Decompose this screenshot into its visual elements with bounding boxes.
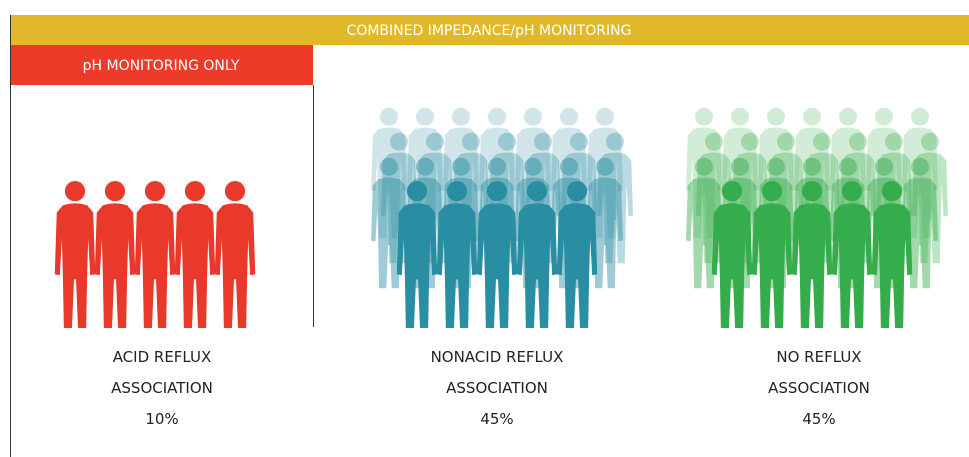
group-percent: 10% (145, 410, 178, 428)
person-icon (175, 181, 216, 328)
group-percent: 45% (480, 410, 513, 428)
group-label: ACID REFLUX (113, 348, 212, 366)
header-title: COMBINED IMPEDANCE/pH MONITORING (347, 23, 632, 39)
person-icon (55, 181, 96, 328)
person-icon (95, 181, 136, 328)
group-label: NO REFLUX (776, 348, 861, 366)
group-label: ASSOCIATION (446, 379, 548, 397)
group-label: ASSOCIATION (111, 379, 213, 397)
infographic: COMBINED IMPEDANCE/pH MONITORING pH MONI… (0, 0, 969, 457)
person-icon (215, 181, 256, 328)
group-label: NONACID REFLUX (431, 348, 564, 366)
figures (55, 108, 948, 328)
subheader-title: pH MONITORING ONLY (83, 58, 240, 74)
group-label: ASSOCIATION (768, 379, 870, 397)
group-percent: 45% (802, 410, 835, 428)
labels: ACID REFLUX ASSOCIATION 10% NONACID REFLUX A… (111, 348, 870, 428)
person-icon (135, 181, 176, 328)
